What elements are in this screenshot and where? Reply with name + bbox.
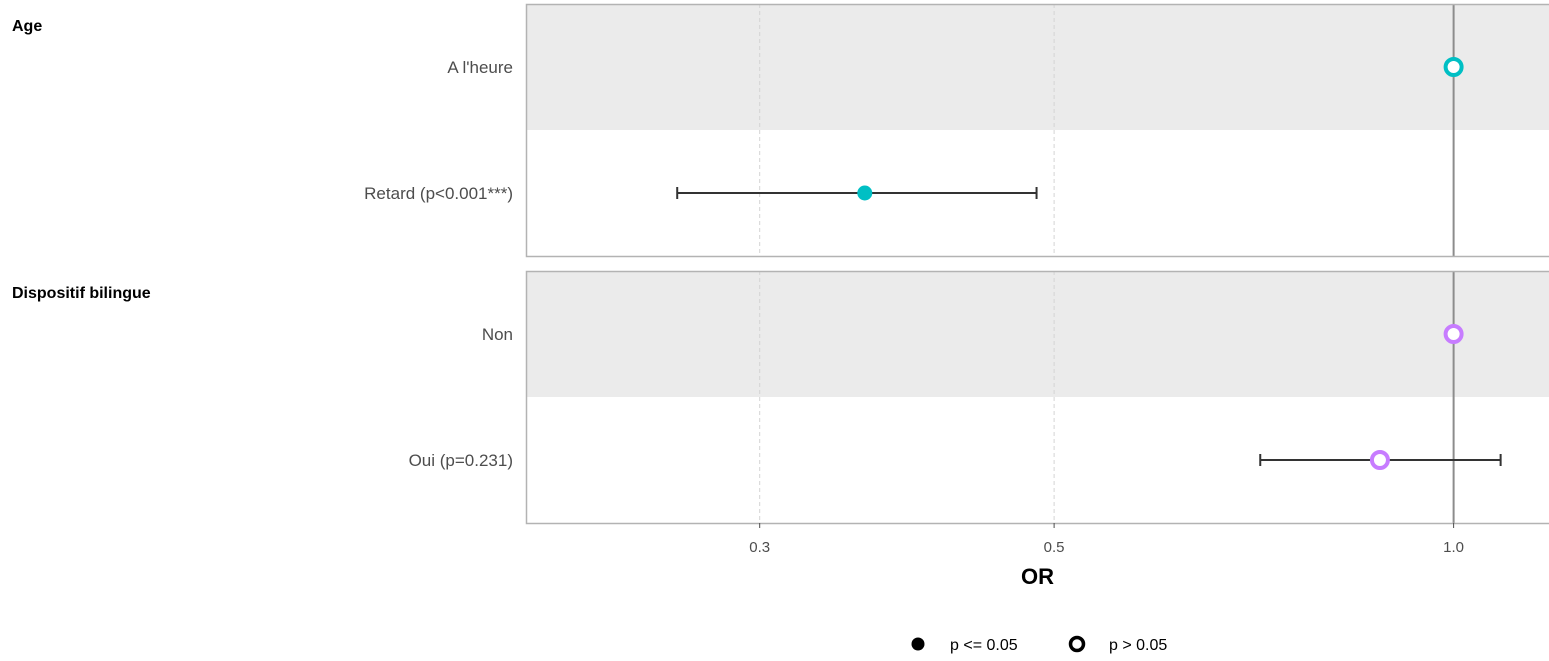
row-label: Non	[482, 325, 513, 344]
row-label: A l'heure	[447, 58, 513, 77]
x-tick-label: 1.0	[1443, 539, 1464, 556]
panel-border	[525, 270, 1549, 525]
row-label: Oui (p=0.231)	[409, 451, 513, 470]
group-label: Dispositif bilingue	[12, 285, 151, 302]
legend-key-open	[1068, 635, 1086, 653]
row-shade	[526, 4, 1549, 130]
x-axis-title: OR	[1021, 564, 1054, 589]
legend-key-filled	[911, 637, 925, 651]
group-label: Age	[12, 18, 42, 35]
estimate-point	[1369, 450, 1390, 470]
panel-border	[525, 3, 1549, 258]
legend-label: p <= 0.05	[950, 637, 1018, 654]
estimate-point	[857, 185, 873, 201]
row-label: Retard (p<0.001***)	[364, 184, 513, 203]
legend-label: p > 0.05	[1109, 637, 1167, 654]
row-shade	[526, 271, 1549, 397]
estimate-point	[1443, 324, 1464, 344]
x-tick-label: 0.3	[749, 539, 770, 556]
estimate-point	[1443, 57, 1464, 77]
x-tick-label: 0.5	[1044, 539, 1065, 556]
